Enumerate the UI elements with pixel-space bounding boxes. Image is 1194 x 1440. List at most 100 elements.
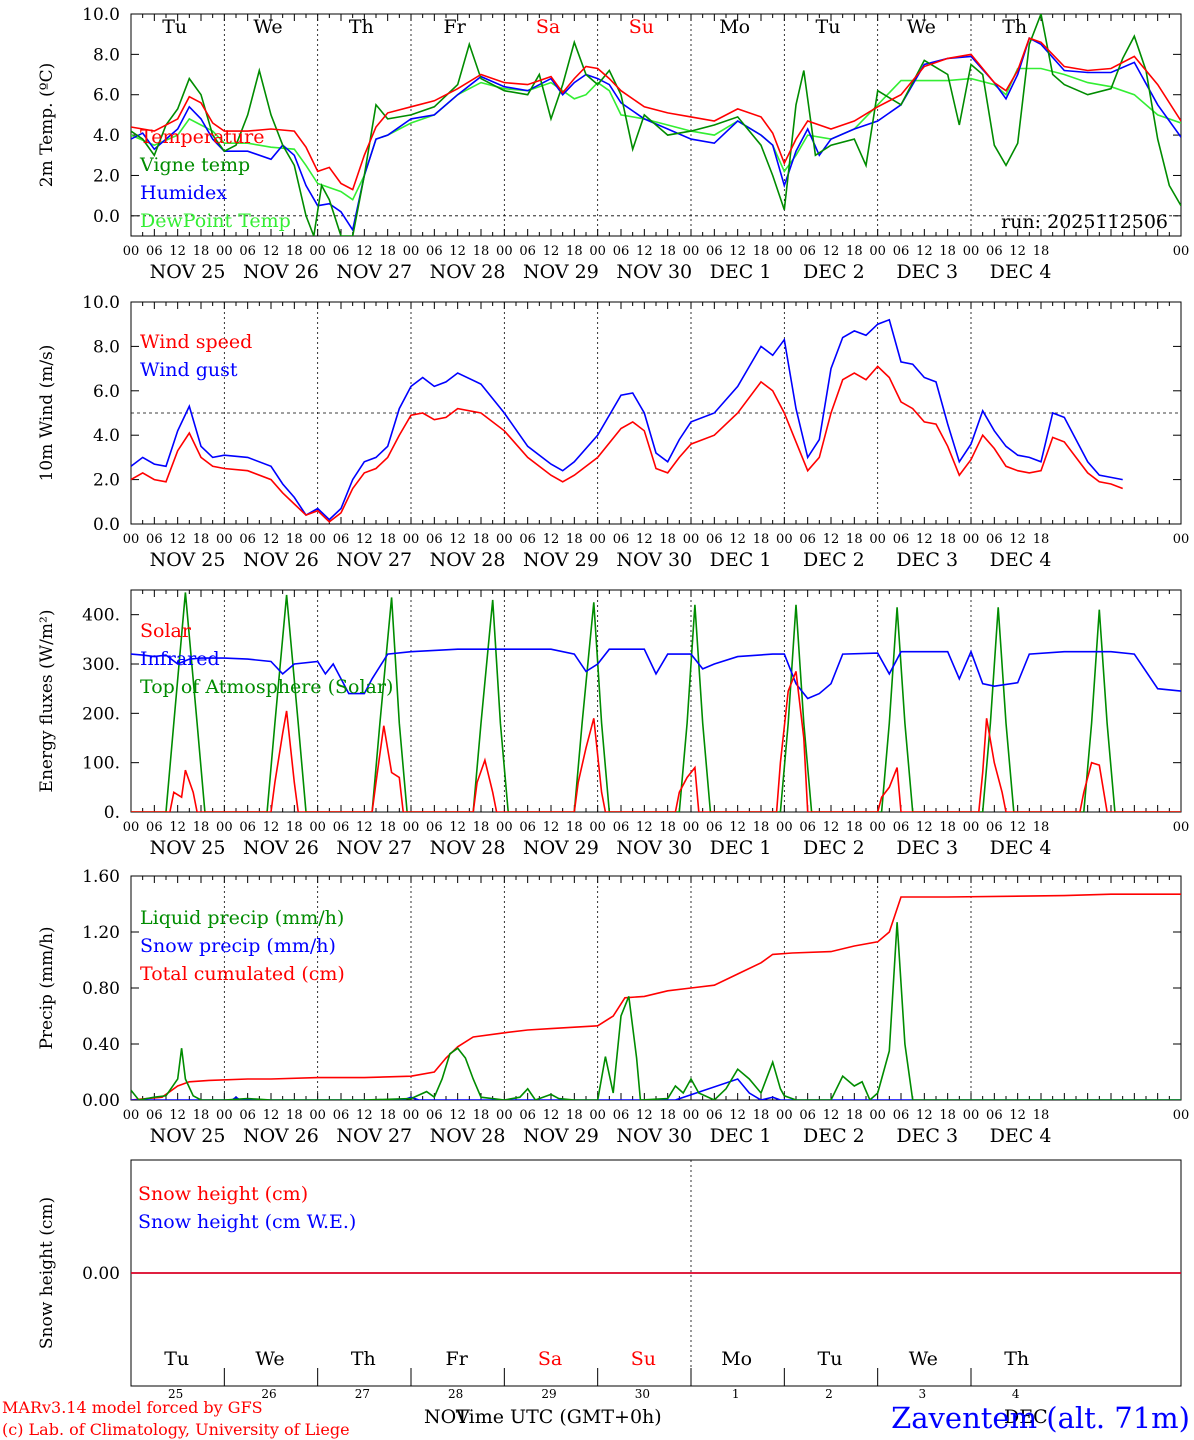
hour-tick-label: 18: [939, 244, 956, 259]
date-label: NOV 27: [336, 549, 412, 571]
hour-tick-label: 06: [613, 1108, 630, 1123]
day-number-label: 28: [448, 1387, 463, 1401]
series-line-red: [131, 365, 1123, 523]
date-label: NOV 26: [243, 837, 319, 859]
hour-tick-label: 06: [146, 1108, 163, 1123]
weekday-label: We: [907, 16, 936, 38]
y-tick-label: 0.00: [82, 1264, 120, 1284]
legend-entry: DewPoint Temp: [140, 210, 291, 232]
hour-tick-label: 06: [893, 532, 910, 547]
hour-tick-label: 18: [286, 532, 303, 547]
hour-tick-label: 12: [543, 532, 560, 547]
hour-tick-label: 18: [659, 820, 676, 835]
model-credit: MARv3.14 model forced by GFS: [2, 1398, 263, 1417]
hour-tick-label: 12: [636, 820, 653, 835]
date-label: NOV 28: [430, 837, 506, 859]
hour-tick-label: 00: [309, 1108, 326, 1123]
hour-tick-label: 00: [403, 244, 420, 259]
hour-tick-label: 12: [823, 820, 840, 835]
hour-tick-label: 18: [939, 1108, 956, 1123]
hour-tick-label: 12: [636, 532, 653, 547]
hour-tick-label: 06: [706, 820, 723, 835]
hour-tick-label: 00: [403, 532, 420, 547]
hour-tick-label: 06: [986, 532, 1003, 547]
hour-tick-label: 00: [216, 1108, 233, 1123]
hour-tick-label: 18: [566, 1108, 583, 1123]
hour-tick-label: 00: [123, 820, 140, 835]
hour-tick-label: 00: [683, 820, 700, 835]
hour-tick-label: 00: [403, 1108, 420, 1123]
hour-tick-label: 12: [916, 1108, 933, 1123]
hour-tick-label: 00: [216, 820, 233, 835]
hour-tick-label: 00: [123, 1108, 140, 1123]
weekday-label-bottom: Su: [631, 1348, 656, 1370]
hour-tick-label: 00: [403, 820, 420, 835]
hour-tick-label: 06: [426, 244, 443, 259]
hour-tick-label: 06: [613, 820, 630, 835]
hour-tick-label: 18: [1033, 820, 1050, 835]
date-label: NOV 28: [430, 549, 506, 571]
y-axis-label: Energy fluxes (W/m²): [37, 610, 57, 793]
hour-tick-label: 00: [869, 532, 886, 547]
hour-tick-label: 18: [846, 532, 863, 547]
hour-tick-label: 00: [496, 820, 513, 835]
weekday-label: Mo: [719, 16, 750, 38]
hour-tick-label: 06: [519, 820, 536, 835]
hour-tick-label: 18: [939, 532, 956, 547]
legend-entry: Wind gust: [140, 359, 238, 381]
date-label: NOV 26: [243, 1125, 319, 1147]
y-tick-label: 8.0: [93, 45, 120, 65]
hour-tick-label: 12: [449, 244, 466, 259]
hour-tick-label: 18: [753, 532, 770, 547]
hour-tick-label: 12: [449, 1108, 466, 1123]
hour-tick-label: 18: [193, 820, 210, 835]
y-tick-label: 0.40: [82, 1035, 120, 1055]
y-tick-label: 6.0: [93, 382, 120, 402]
y-axis-label: Precip (mm/h): [37, 926, 57, 1049]
hour-tick-label: 12: [449, 532, 466, 547]
hour-tick-label: 00: [683, 1108, 700, 1123]
hour-tick-label: 06: [519, 1108, 536, 1123]
hour-tick-label: 06: [706, 532, 723, 547]
hour-tick-label: 18: [753, 244, 770, 259]
hour-tick-label: 00: [963, 244, 980, 259]
date-label: NOV 26: [243, 261, 319, 283]
hour-tick-label: 00: [1173, 244, 1190, 259]
hour-tick-label: 18: [379, 1108, 396, 1123]
series-line-blue: [131, 318, 1123, 521]
hour-tick-label: 00: [776, 1108, 793, 1123]
panel-temperature: [130, 13, 1182, 237]
hour-tick-label: 12: [729, 820, 746, 835]
weekday-label: Th: [1002, 16, 1027, 38]
weekday-label-bottom: Tu: [818, 1348, 843, 1370]
lab-credit: (c) Lab. of Climatology, University of L…: [2, 1420, 350, 1439]
date-label: DEC 1: [710, 837, 772, 859]
date-label: DEC 3: [896, 261, 958, 283]
hour-tick-label: 18: [193, 244, 210, 259]
run-label: run: 2025112506: [1001, 211, 1168, 233]
hour-tick-label: 06: [799, 820, 816, 835]
date-label: DEC 1: [710, 261, 772, 283]
y-tick-label: 100.: [82, 754, 120, 774]
hour-tick-label: 06: [426, 820, 443, 835]
hour-tick-label: 12: [1009, 244, 1026, 259]
hour-tick-label: 06: [333, 532, 350, 547]
hour-tick-label: 18: [286, 1108, 303, 1123]
y-tick-label: 0.0: [93, 515, 120, 535]
hour-tick-label: 00: [776, 244, 793, 259]
legend-entry: Temperature: [140, 126, 264, 148]
hour-tick-label: 00: [776, 532, 793, 547]
hour-tick-label: 12: [916, 244, 933, 259]
hour-tick-label: 06: [706, 1108, 723, 1123]
hour-tick-label: 12: [356, 1108, 373, 1123]
hour-tick-label: 18: [1033, 244, 1050, 259]
date-label: NOV 27: [336, 1125, 412, 1147]
panel-wind: [130, 301, 1182, 525]
legend-entry: Wind speed: [140, 331, 252, 353]
hour-tick-label: 00: [589, 244, 606, 259]
legend-entry: Top of Atmosphere (Solar): [140, 676, 393, 698]
hour-tick-label: 06: [146, 820, 163, 835]
hour-tick-label: 00: [123, 532, 140, 547]
hour-tick-label: 12: [169, 244, 186, 259]
